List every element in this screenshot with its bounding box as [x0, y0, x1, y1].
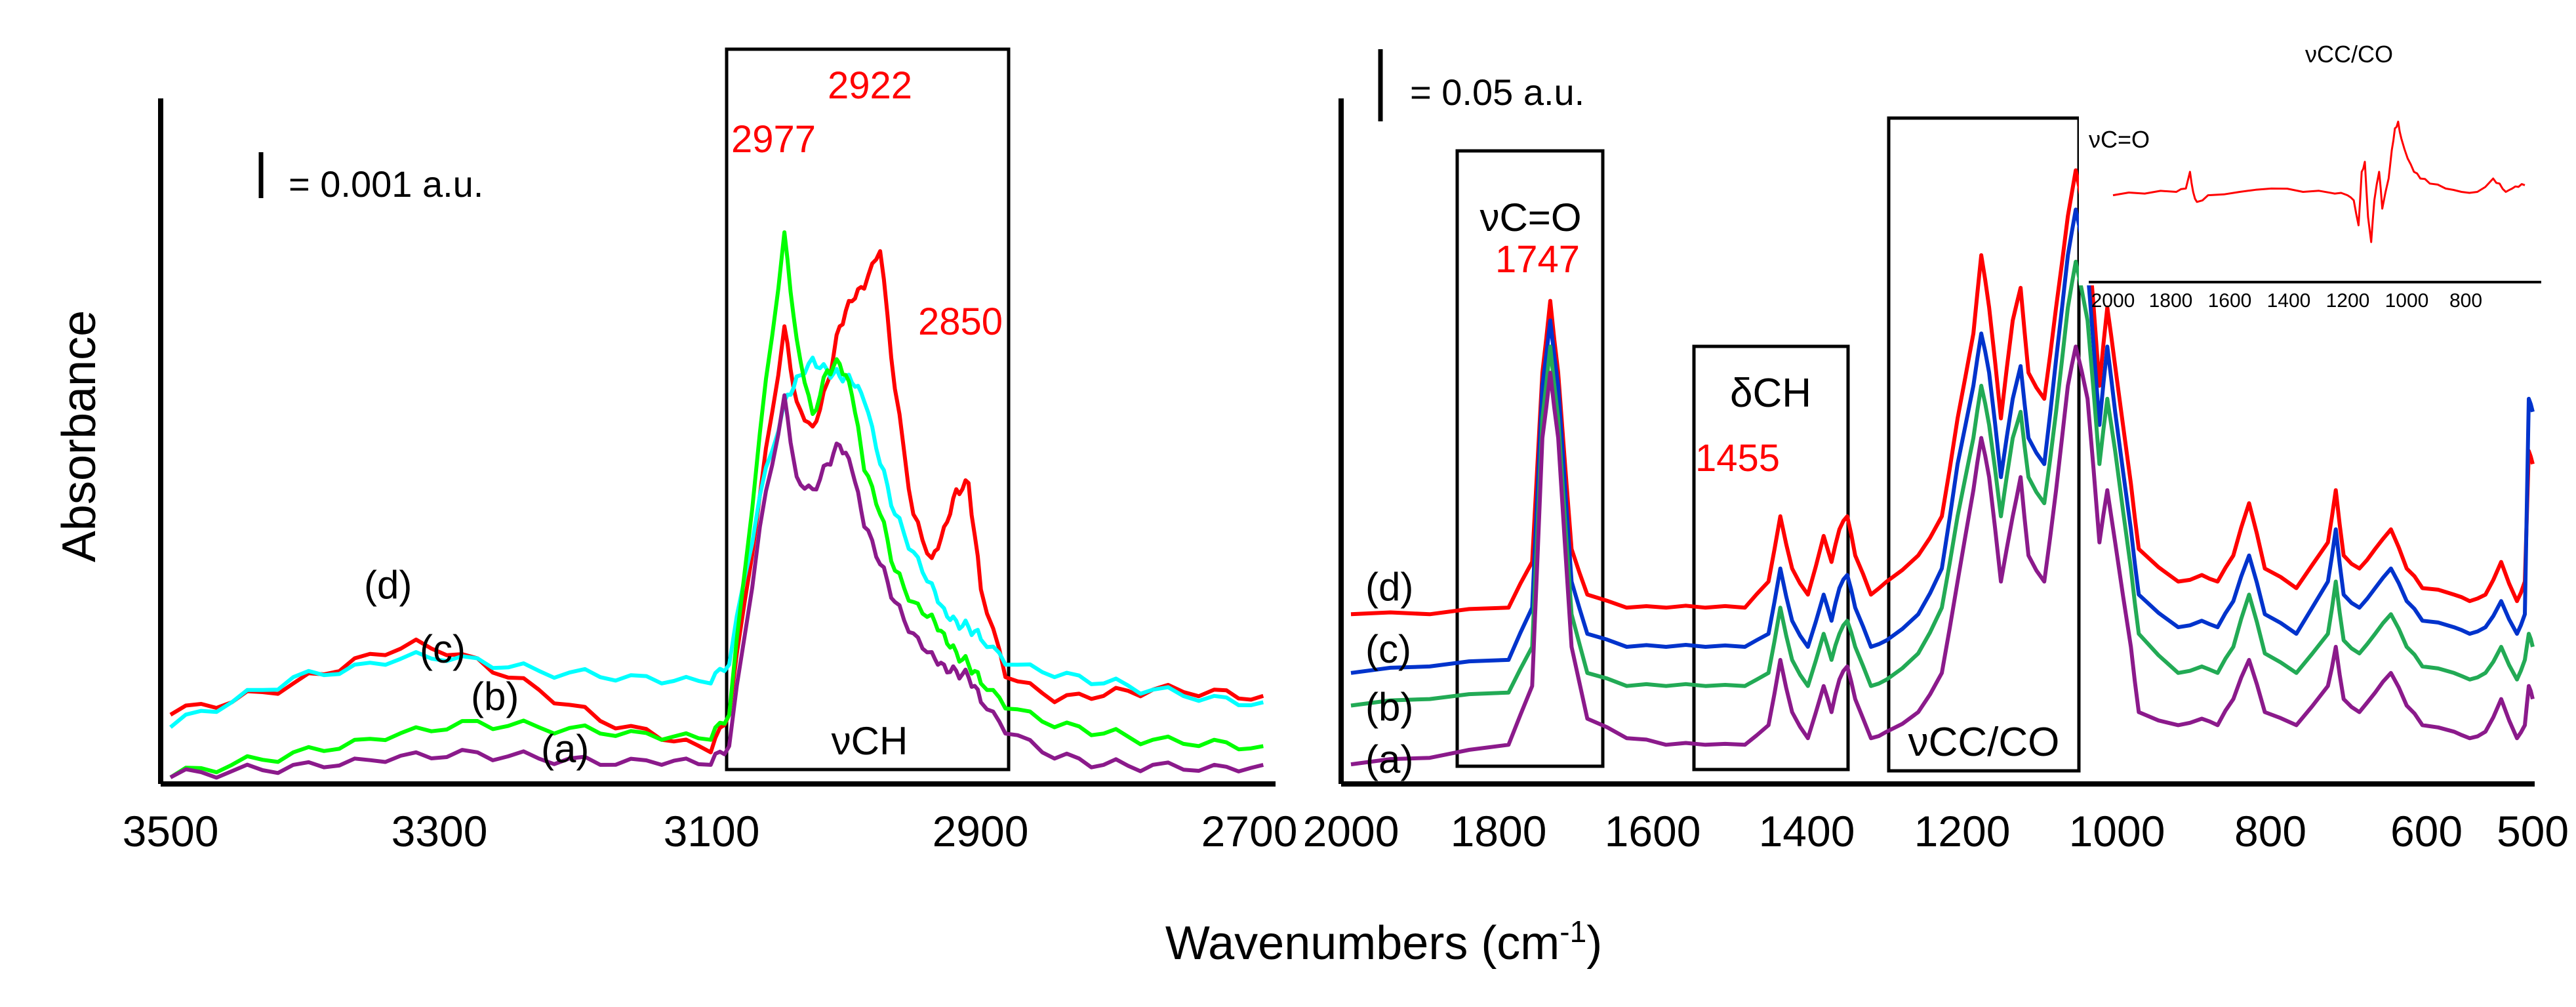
left-series-label-c: (c) [420, 627, 466, 671]
inset-x-tick-label-800: 800 [2449, 290, 2482, 312]
left-x-tick-label-2700: 2700 [1201, 807, 1298, 855]
left-series-line-b [169, 230, 1264, 779]
right-band-label-delta-ch: δCH [1730, 371, 1811, 416]
right-scale-bar-label: = 0.05 a.u. [1410, 72, 1584, 113]
left-series-label-a: (a) [541, 727, 589, 771]
left-x-tick-label-3500: 3500 [123, 807, 219, 855]
inset-x-tick-label-1600: 1600 [2208, 290, 2252, 312]
right-x-tick-label-1000: 1000 [2069, 807, 2165, 855]
right-band-box-nu-co [1455, 149, 1605, 768]
left-peak-label-2922: 2922 [828, 64, 912, 107]
x-axis-label-close: ) [1586, 917, 1602, 970]
right-x-tick-label-600: 600 [2390, 807, 2463, 855]
left-y-axis-label: Absorbance [53, 310, 106, 562]
right-series-line-d [1350, 168, 2535, 617]
left-scale-bar-label: = 0.001 a.u. [289, 163, 483, 205]
left-series-line-c [169, 356, 1264, 729]
right-series-line-a [1350, 344, 2535, 767]
right-x-tick-label-2000: 2000 [1303, 807, 1399, 855]
right-series-label-c: (c) [1365, 627, 1411, 671]
inset-x-tick-label-1200: 1200 [2326, 290, 2370, 312]
right-series-label-b: (b) [1365, 685, 1413, 729]
left-x-tick-label-3300: 3300 [392, 807, 488, 855]
shared-x-axis-label: Wavenumbers (cm-1) [1165, 915, 1602, 970]
right-band-label-nu-co: νC=O [1479, 195, 1581, 239]
inset-band-label-nu-co: νC=O [2089, 126, 2150, 153]
right-x-tick-label-1800: 1800 [1451, 807, 1547, 855]
inset-series-group [2112, 120, 2526, 243]
left-series-label-d: (d) [364, 563, 412, 607]
right-x-tick-label-800: 800 [2234, 807, 2306, 855]
right-series-label-a: (a) [1365, 737, 1413, 781]
x-axis-label-text: Wavenumbers (cm [1165, 917, 1560, 970]
right-band-box-nu-cc-co [1887, 116, 2081, 773]
x-axis-label-superscript: -1 [1560, 915, 1586, 949]
left-peak-label-2850: 2850 [918, 300, 1003, 343]
right-chart: = 0.05 a.u. νC=O δCH νCC/CO 1747 1455 (d… [1303, 49, 2569, 855]
inset-series-line-difference [2112, 120, 2526, 243]
left-peak-label-2977: 2977 [731, 118, 816, 161]
left-chart: Absorbance = 0.001 a.u. νCH 2977 2922 28… [53, 47, 1298, 855]
right-x-tick-label-500: 500 [2497, 807, 2569, 855]
right-x-tick-label-1600: 1600 [1605, 807, 1701, 855]
left-series-line-a [169, 393, 1264, 780]
right-band-label-nu-cc-co: νCC/CO [1908, 720, 2060, 765]
inset-chart: νC=O νCC/CO 2000 1800 1600 1400 1200 100… [2079, 41, 2541, 312]
inset-x-tick-label-1800: 1800 [2149, 290, 2193, 312]
right-x-tick-label-1200: 1200 [1914, 807, 2011, 855]
inset-band-label-nu-cc-co: νCC/CO [2305, 41, 2393, 68]
inset-x-tick-label-1000: 1000 [2385, 290, 2429, 312]
right-series-group [1350, 168, 2535, 767]
right-series-line-c [1350, 207, 2535, 675]
inset-x-tick-label-2000: 2000 [2091, 290, 2135, 312]
right-x-tick-label-1400: 1400 [1759, 807, 1855, 855]
right-series-line-b [1350, 259, 2535, 708]
left-x-tick-label-3100: 3100 [664, 807, 760, 855]
right-series-label-d: (d) [1365, 565, 1413, 609]
right-band-box-delta-ch [1692, 344, 1850, 771]
left-series-label-b: (b) [471, 674, 519, 718]
left-x-tick-label-2900: 2900 [933, 807, 1029, 855]
inset-x-tick-label-1400: 1400 [2267, 290, 2311, 312]
right-peak-label-1747: 1747 [1495, 238, 1580, 281]
left-band-label-nu-ch: νCH [832, 719, 908, 763]
left-series-line-d [169, 249, 1264, 754]
left-band-box-nu-ch [725, 47, 1011, 771]
right-peak-label-1455: 1455 [1695, 437, 1780, 480]
inset-background [2079, 108, 2541, 285]
left-series-group [169, 230, 1264, 780]
